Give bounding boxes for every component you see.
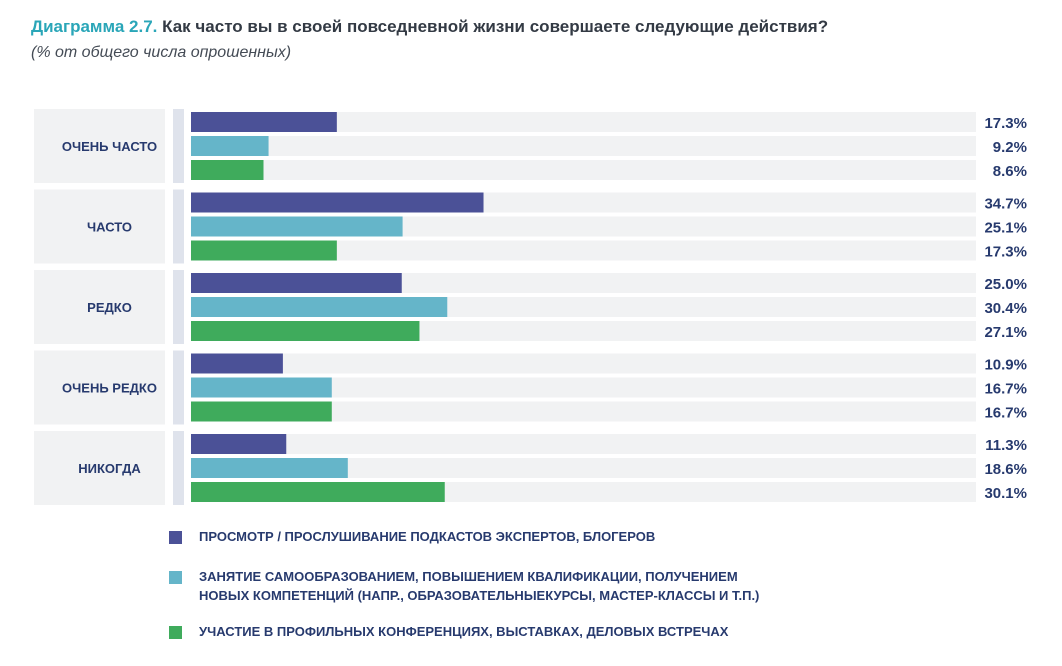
bar	[191, 273, 402, 293]
bar	[191, 458, 348, 478]
bar-value-label: 30.1%	[984, 485, 1027, 502]
legend-item-1: ПРОСМОТР / ПРОСЛУШИВАНИЕ ПОДКАСТОВ ЭКСПЕ…	[169, 527, 655, 546]
bar-track	[191, 136, 976, 156]
bar-track	[191, 458, 976, 478]
bar	[191, 297, 448, 317]
category-label: ЧАСТО	[87, 220, 132, 235]
category-label-bg	[34, 431, 165, 505]
bar-track	[191, 434, 976, 454]
legend-item-3: УЧАСТИЕ В ПРОФИЛЬНЫХ КОНФЕРЕНЦИЯХ, ВЫСТА…	[169, 622, 728, 641]
category-separator	[173, 431, 184, 505]
legend-item-2: ЗАНЯТИЕ САМООБРАЗОВАНИЕМ, ПОВЫШЕНИЕМ КВА…	[169, 567, 759, 605]
bar-chart: ОЧЕНЬ ЧАСТО 17.3% 9.2% 8.6% ЧАСТО 34.7% 25.1% 1…	[34, 109, 1027, 505]
chart-title-text: Как часто вы в своей повседневной жизни …	[162, 17, 829, 36]
bar	[191, 240, 337, 261]
bar-track	[191, 353, 976, 374]
bar-track	[191, 401, 976, 422]
bar-value-label: 16.7%	[984, 405, 1027, 422]
legend-swatch-3	[169, 626, 182, 639]
bar-track	[191, 160, 976, 180]
bar	[191, 192, 484, 213]
legend-label-2-line2: НОВЫХ КОМПЕТЕНЦИЙ (НАПР., ОБРАЗОВАТЕЛЬНЫ…	[199, 588, 760, 603]
bar	[191, 482, 445, 502]
bar-value-label: 9.2%	[993, 139, 1027, 156]
category-label-bg	[34, 350, 165, 425]
legend-swatch-1	[169, 531, 182, 544]
category-separator	[173, 270, 184, 344]
bar-value-label: 25.1%	[984, 220, 1027, 237]
bar-value-label: 17.3%	[984, 244, 1027, 261]
chart-title-prefix: Диаграмма 2.7.	[31, 17, 158, 36]
bar	[191, 377, 332, 398]
bar-value-label: 16.7%	[984, 381, 1027, 398]
category-separator	[173, 109, 184, 183]
category-label: ОЧЕНЬ РЕДКО	[62, 381, 157, 396]
category-label-bg	[34, 270, 165, 344]
category-label: НИКОГДА	[78, 461, 141, 476]
category-label: ОЧЕНЬ ЧАСТО	[62, 139, 157, 154]
chart-title: Диаграмма 2.7. Как часто вы в своей повс…	[31, 17, 828, 37]
category-separator	[173, 189, 184, 264]
bar	[191, 353, 283, 374]
bar	[191, 112, 337, 132]
chart-subtitle: (% от общего числа опрошенных)	[31, 44, 292, 61]
bar-value-label: 18.6%	[984, 461, 1027, 478]
bar	[191, 401, 332, 422]
bar	[191, 160, 264, 180]
category-separator	[173, 350, 184, 425]
legend-label-1-line1: ПРОСМОТР / ПРОСЛУШИВАНИЕ ПОДКАСТОВ ЭКСПЕ…	[199, 529, 656, 544]
bar-value-label: 17.3%	[984, 115, 1027, 132]
bar-track	[191, 377, 976, 398]
bar-value-label: 30.4%	[984, 300, 1027, 317]
bar-track	[191, 112, 976, 132]
bar	[191, 434, 287, 454]
bar-track	[191, 240, 976, 261]
bar-value-label: 8.6%	[993, 163, 1027, 180]
category-label-bg	[34, 189, 165, 264]
bar	[191, 216, 403, 237]
legend-label-2-line1: ЗАНЯТИЕ САМООБРАЗОВАНИЕМ, ПОВЫШЕНИЕМ КВА…	[199, 569, 738, 584]
legend-swatch-2	[169, 571, 182, 584]
bar-value-label: 34.7%	[984, 196, 1027, 213]
category-label: РЕДКО	[87, 300, 132, 315]
category-label-bg	[34, 109, 165, 183]
bar-value-label: 27.1%	[984, 324, 1027, 341]
legend-label-3-line1: УЧАСТИЕ В ПРОФИЛЬНЫХ КОНФЕРЕНЦИЯХ, ВЫСТА…	[199, 624, 729, 639]
bar-value-label: 10.9%	[984, 357, 1027, 374]
bar-value-label: 25.0%	[984, 276, 1027, 293]
bar	[191, 136, 269, 156]
bar-value-label: 11.3%	[985, 437, 1027, 454]
bar	[191, 321, 420, 341]
